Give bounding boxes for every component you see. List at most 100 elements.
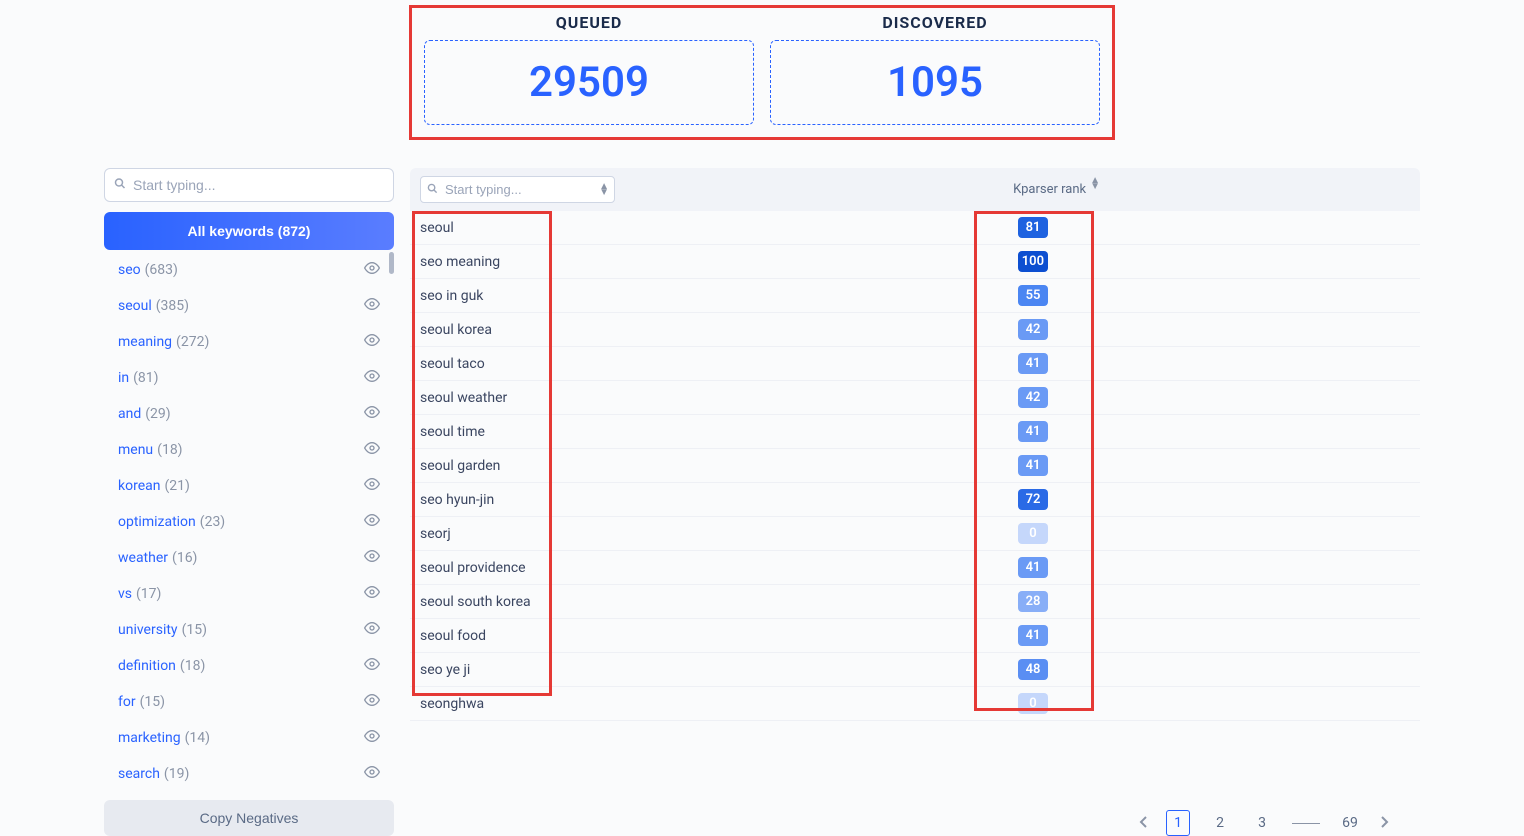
stats-highlight-box: QUEUED 29509 DISCOVERED 1095 — [409, 5, 1115, 140]
queued-value: 29509 — [529, 58, 649, 107]
page-3[interactable]: 3 — [1250, 810, 1274, 836]
discovered-box: 1095 — [770, 40, 1100, 125]
sidebar-item-text: search(19) — [118, 766, 189, 782]
rank-column-header[interactable]: Kparser rank ▲▼ — [1013, 182, 1100, 197]
keyword-count: (15) — [140, 694, 165, 710]
rank-cell: 41 — [1018, 353, 1048, 374]
keyword-count: (29) — [145, 406, 170, 422]
table-search-input[interactable] — [420, 176, 615, 203]
eye-icon[interactable] — [364, 620, 380, 640]
table-row[interactable]: seoul time41 — [410, 415, 1420, 449]
eye-icon[interactable] — [364, 368, 380, 388]
page-last[interactable]: 69 — [1338, 810, 1362, 836]
sidebar-item[interactable]: korean(21) — [104, 468, 394, 504]
eye-icon[interactable] — [364, 260, 380, 280]
sidebar-item[interactable]: for(15) — [104, 684, 394, 720]
keyword-cell: seorj — [420, 526, 451, 542]
sidebar-search-wrap — [104, 168, 394, 202]
table-row[interactable]: seo meaning100 — [410, 245, 1420, 279]
sidebar-item[interactable]: university(15) — [104, 612, 394, 648]
table-row[interactable]: seoul korea42 — [410, 313, 1420, 347]
keyword-cell: seonghwa — [420, 696, 484, 712]
rank-badge: 100 — [1018, 251, 1048, 272]
eye-icon[interactable] — [364, 296, 380, 316]
eye-icon[interactable] — [364, 656, 380, 676]
rank-cell: 72 — [1018, 489, 1048, 510]
sidebar-item[interactable]: meaning(272) — [104, 324, 394, 360]
keyword-name: search — [118, 766, 160, 782]
rank-cell: 55 — [1018, 285, 1048, 306]
eye-icon[interactable] — [364, 512, 380, 532]
table-row[interactable]: seo ye ji48 — [410, 653, 1420, 687]
rank-badge: 42 — [1018, 387, 1048, 408]
rank-cell: 41 — [1018, 455, 1048, 476]
eye-icon[interactable] — [364, 728, 380, 748]
rank-badge: 41 — [1018, 557, 1048, 578]
sidebar-item-text: meaning(272) — [118, 334, 209, 350]
table-row[interactable]: seorj0 — [410, 517, 1420, 551]
sidebar-item[interactable]: optimization(23) — [104, 504, 394, 540]
table-row[interactable]: seoul weather 42 — [410, 381, 1420, 415]
table-row[interactable]: seo hyun-jin72 — [410, 483, 1420, 517]
keyword-name: weather — [118, 550, 168, 566]
eye-icon[interactable] — [364, 440, 380, 460]
keyword-count: (23) — [200, 514, 225, 530]
keyword-cell: seoul providence — [420, 560, 526, 576]
sidebar-item[interactable]: seo(683) — [104, 252, 394, 288]
sidebar-item[interactable]: marketing(14) — [104, 720, 394, 756]
page-1[interactable]: 1 — [1166, 810, 1190, 836]
page-prev[interactable] — [1138, 814, 1148, 833]
eye-icon[interactable] — [364, 548, 380, 568]
sidebar-item[interactable]: weather(16) — [104, 540, 394, 576]
all-keywords-button[interactable]: All keywords (872) — [104, 212, 394, 250]
sidebar-item[interactable]: menu(18) — [104, 432, 394, 468]
sidebar-item-text: for(15) — [118, 694, 165, 710]
keyword-count: (683) — [145, 262, 178, 278]
rank-badge: 0 — [1018, 693, 1048, 714]
table-row[interactable]: seoul south korea28 — [410, 585, 1420, 619]
table-row[interactable]: seoul 81 — [410, 211, 1420, 245]
keyword-count: (21) — [164, 478, 189, 494]
sidebar-item-text: menu(18) — [118, 442, 183, 458]
page-2[interactable]: 2 — [1208, 810, 1232, 836]
copy-negatives-button[interactable]: Copy Negatives — [104, 800, 394, 836]
sidebar-item[interactable]: search(19) — [104, 756, 394, 792]
sidebar-item-text: seoul(385) — [118, 298, 189, 314]
eye-icon[interactable] — [364, 476, 380, 496]
table-row[interactable]: seoul garden41 — [410, 449, 1420, 483]
sidebar-item[interactable]: in(81) — [104, 360, 394, 396]
keyword-cell: seoul weather — [420, 390, 507, 406]
table-row[interactable]: seonghwa 0 — [410, 687, 1420, 721]
search-icon — [114, 178, 126, 193]
keyword-cell: seoul — [420, 220, 454, 236]
table-row[interactable]: seoul taco41 — [410, 347, 1420, 381]
keyword-name: for — [118, 694, 136, 710]
keyword-name: menu — [118, 442, 153, 458]
scrollbar-thumb[interactable] — [389, 252, 394, 274]
rank-badge: 81 — [1018, 217, 1048, 238]
sort-icon[interactable]: ▲▼ — [1090, 178, 1100, 190]
keyword-name: in — [118, 370, 129, 386]
table-row[interactable]: seo in guk55 — [410, 279, 1420, 313]
sort-icon[interactable]: ▲▼ — [599, 184, 609, 196]
eye-icon[interactable] — [364, 584, 380, 604]
eye-icon[interactable] — [364, 692, 380, 712]
table-row[interactable]: seoul providence 41 — [410, 551, 1420, 585]
sidebar-keyword-list[interactable]: seo(683) seoul(385) meaning(272) in(81)and(… — [104, 252, 394, 792]
eye-icon[interactable] — [364, 764, 380, 784]
keyword-cell: seo ye ji — [420, 662, 470, 678]
sidebar-item[interactable]: definition(18) — [104, 648, 394, 684]
queued-label: QUEUED — [556, 13, 623, 32]
table-body[interactable]: seoul 81 seo meaning100seo in guk55seoul k… — [410, 211, 1420, 796]
table-row[interactable]: seoul food41 — [410, 619, 1420, 653]
rank-cell: 0 — [1018, 693, 1048, 714]
sidebar-item-text: seo(683) — [118, 262, 178, 278]
eye-icon[interactable] — [364, 332, 380, 352]
eye-icon[interactable] — [364, 404, 380, 424]
sidebar-search-input[interactable] — [104, 168, 394, 202]
sidebar-item[interactable]: vs(17) — [104, 576, 394, 612]
sidebar-item[interactable]: and(29) — [104, 396, 394, 432]
sidebar-item[interactable]: seoul(385) — [104, 288, 394, 324]
keyword-count: (385) — [156, 298, 189, 314]
page-next[interactable] — [1380, 814, 1390, 833]
